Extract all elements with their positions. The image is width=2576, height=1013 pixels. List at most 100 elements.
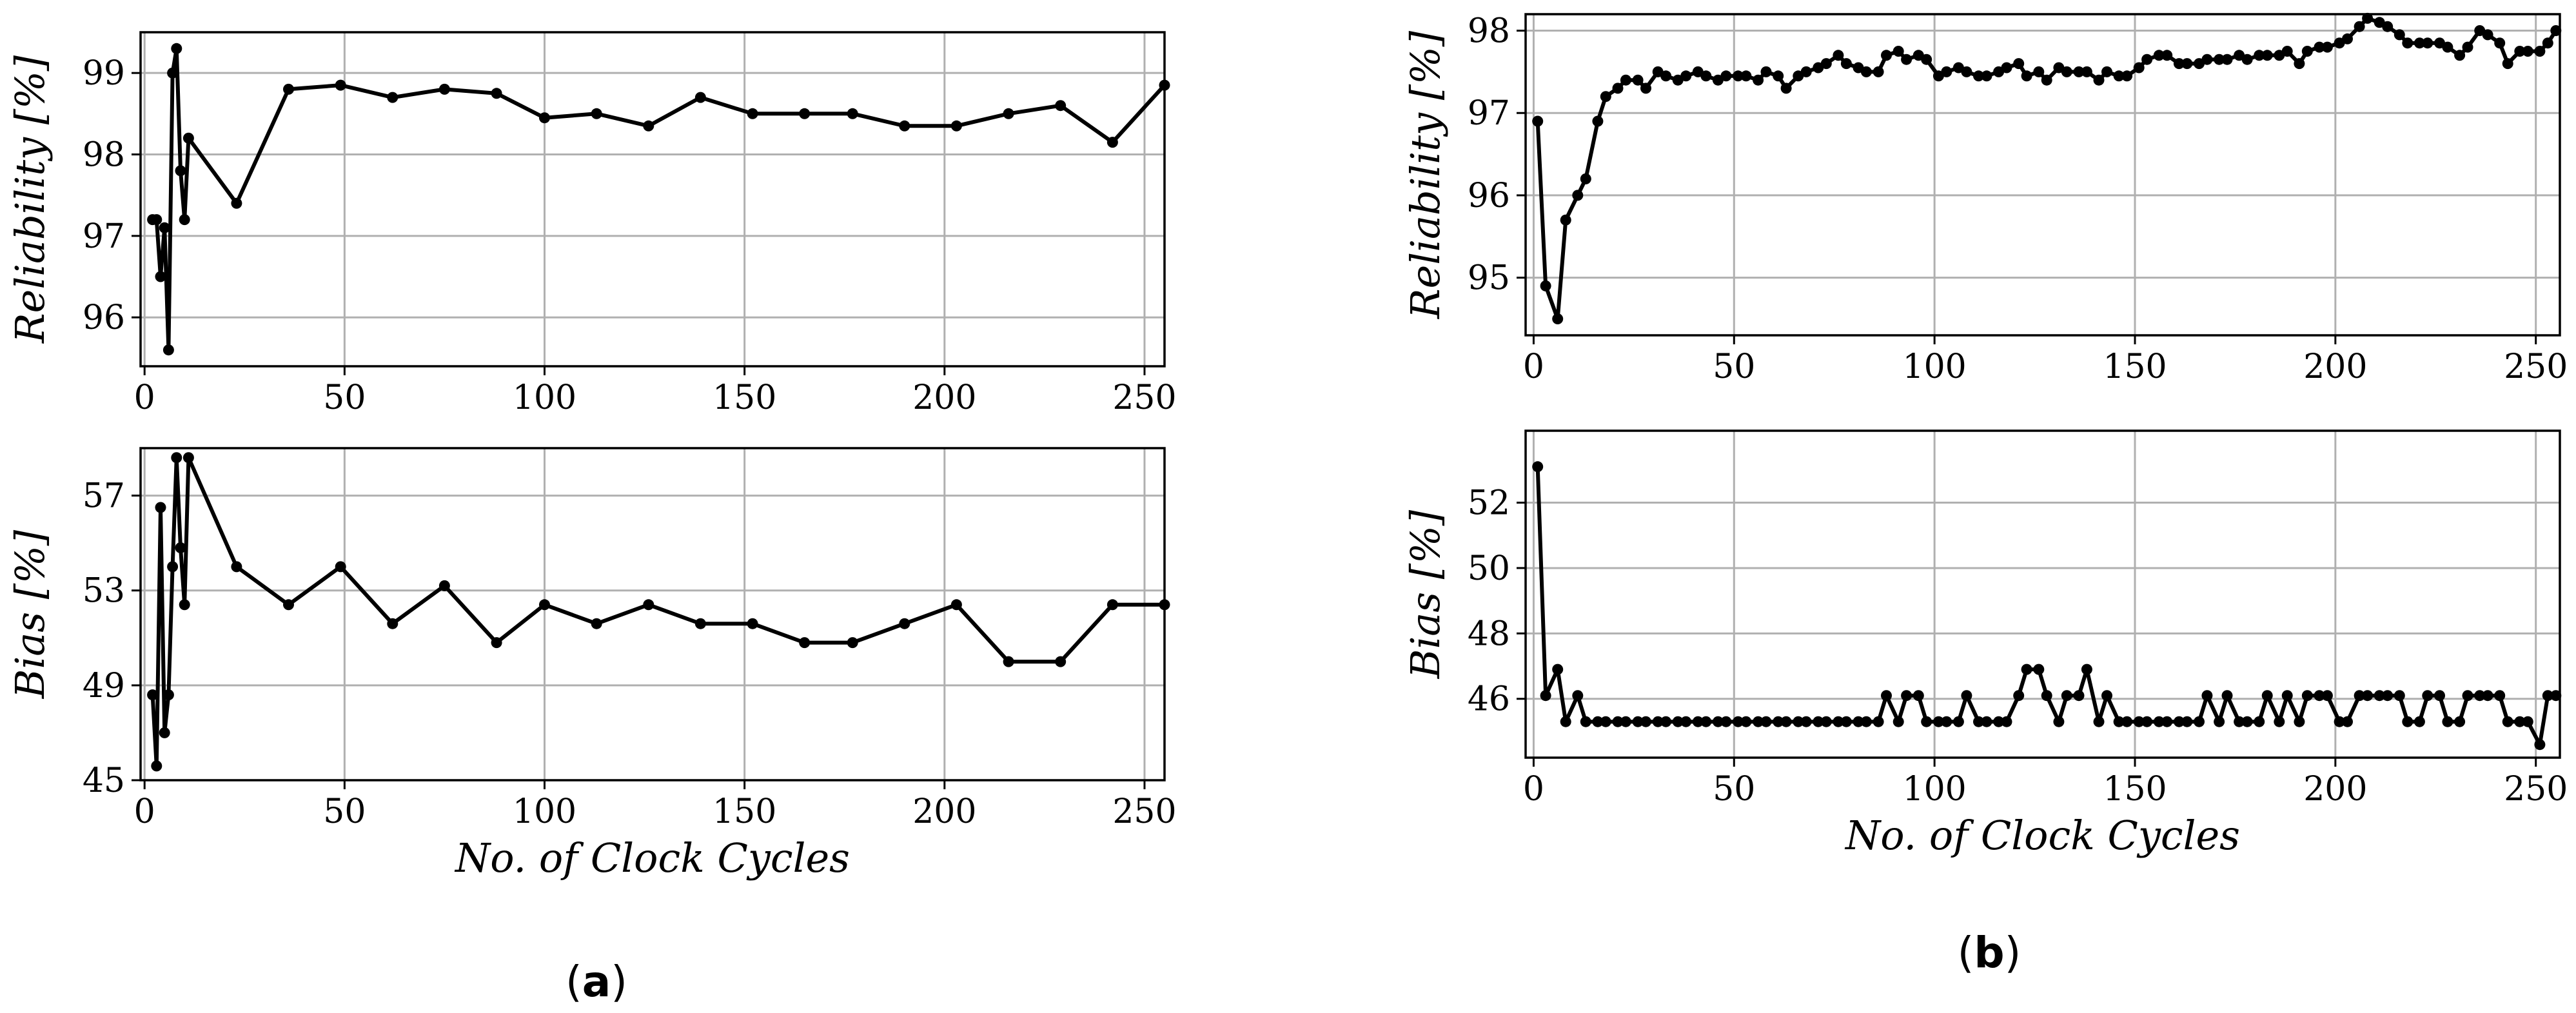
caption-b: (b) [1958,928,2021,978]
data-point [1003,656,1014,667]
data-point [1680,70,1692,82]
x-tick-label: 0 [1523,770,1544,809]
data-point [171,452,182,464]
data-point [591,108,602,119]
x-tick-label: 150 [713,792,776,831]
data-point [2093,74,2105,86]
data-point [1753,716,1764,727]
data-point [491,88,502,99]
data-point [1961,66,1972,77]
data-point [155,502,166,513]
data-point [1592,716,1604,727]
series-line [1535,16,2558,321]
data-point [1106,599,1118,611]
data-point [2502,58,2513,70]
data-point [2522,716,2533,727]
data-point [2274,716,2285,727]
data-point [539,112,550,124]
data-point [2061,690,2072,702]
data-point [1620,74,1631,86]
data-point [2522,46,2533,57]
data-point [159,727,170,738]
data-point [1860,716,1872,727]
x-tick-label: 50 [323,792,366,831]
data-point [2161,50,2173,61]
data-point [147,689,159,701]
data-point [2093,716,2105,727]
plot-frame [1524,429,2561,759]
data-point [1760,66,1772,77]
y-tick-label: 96 [1468,177,1510,215]
data-point [2542,37,2553,49]
data-point [847,637,858,649]
y-tick-label: 97 [1468,94,1510,133]
data-point [1820,58,1832,70]
data-point [1652,716,1664,727]
y-tick-label: 52 [1468,484,1510,523]
data-point [2442,716,2453,727]
x-tick-label: 0 [134,792,155,831]
x-tick-label: 100 [1903,348,1967,386]
x-tick-label: 250 [1112,379,1176,417]
data-point [1760,716,1772,727]
data-point [2081,66,2092,77]
data-point [1572,690,1584,702]
data-point [1640,716,1651,727]
data-point [2342,716,2353,727]
data-point [2033,664,2045,675]
data-point [1840,58,1852,70]
data-point [1592,115,1604,127]
data-point [2221,690,2233,702]
data-point [1660,70,1672,82]
data-point [167,561,179,573]
chart-b-reliability: 0 50 100 150 200 250 95 96 97 98 Reliability [%] [1402,12,2568,386]
data-point [2153,716,2165,727]
data-point [1800,716,1812,727]
data-point [2121,70,2133,82]
y-tick-label: 98 [1468,12,1510,51]
data-point [162,689,174,701]
data-point [2514,46,2526,57]
data-point [387,92,398,103]
data-point [1700,716,1712,727]
data-point [1733,716,1744,727]
data-point [1952,62,1964,74]
data-point [1901,54,1912,65]
data-point [1620,716,1631,727]
y-tick-label: 46 [1468,680,1510,719]
data-point [2314,41,2325,53]
x-tick-label: 100 [513,792,576,831]
data-point [1660,716,1672,727]
data-point [1941,716,1952,727]
data-point [2173,58,2185,70]
data-point [2294,58,2305,70]
data-point [2482,29,2493,41]
data-point [151,760,162,772]
data-point [2113,716,2125,727]
data-point [1881,50,1892,61]
data-point [1612,83,1624,94]
plot-frame [139,447,1166,782]
data-point [2362,12,2374,24]
data-point [2254,716,2265,727]
data-point [2321,690,2333,702]
data-point [2314,690,2325,702]
x-tick-label: 100 [1903,770,1967,809]
data-point [1560,716,1571,727]
data-point [1600,716,1611,727]
data-point [1672,716,1684,727]
data-point [2482,690,2493,702]
data-point [2033,66,2045,77]
data-point [1833,716,1844,727]
data-point [2121,716,2133,727]
data-point [162,344,174,356]
data-point [899,618,910,629]
data-point [1912,690,1924,702]
data-point [2394,29,2405,41]
y-tick-label: 97 [83,217,125,256]
data-point [1106,137,1118,148]
caption-a: (a) [565,957,627,1007]
data-point [1552,313,1564,324]
y-tick-label: 96 [83,299,125,337]
data-point [2254,50,2265,61]
